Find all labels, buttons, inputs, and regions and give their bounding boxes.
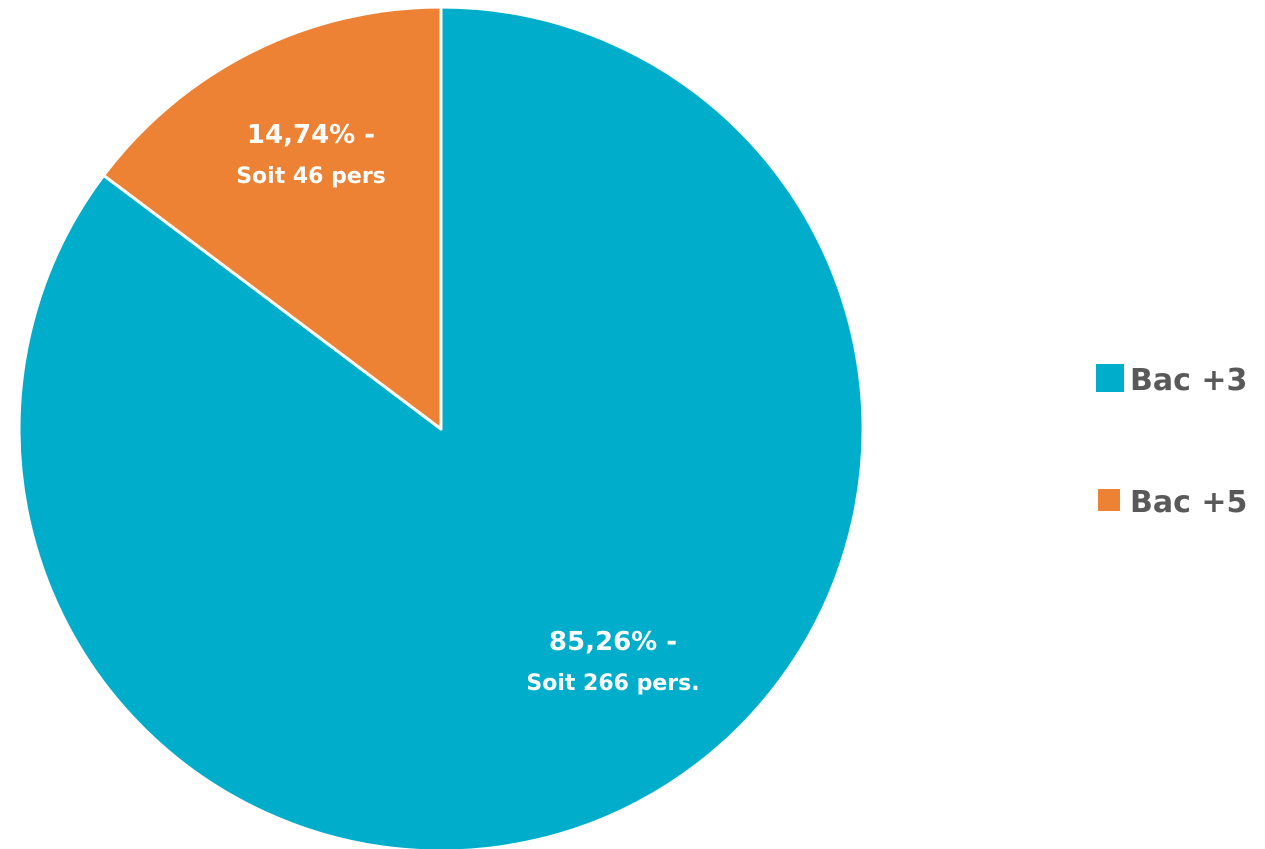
pie-slices — [17, 5, 865, 849]
legend-swatch — [1098, 489, 1120, 511]
pie-slice-bac-3 — [17, 5, 865, 849]
slice-label-count: Soit 46 pers — [236, 164, 386, 189]
pie-slice-bac-5 — [102, 5, 443, 431]
legend-label: Bac +5 — [1130, 485, 1247, 520]
slice-label-count: Soit 266 pers. — [526, 671, 699, 696]
legend-label: Bac +3 — [1130, 363, 1247, 398]
legend-item: Bac +3 — [1096, 363, 1247, 398]
slice-label: 85,26% - Soit 266 pers. — [526, 627, 699, 696]
legend-swatch — [1096, 364, 1124, 392]
slice-label: 14,74% - Soit 46 pers — [236, 120, 386, 189]
slice-label-percent: 14,74% - — [247, 120, 375, 150]
slice-label-percent: 85,26% - — [549, 627, 677, 657]
chart-legend: Bac +3 Bac +5 — [1096, 363, 1247, 520]
legend-item: Bac +5 — [1098, 485, 1247, 520]
slice-labels: 85,26% - Soit 266 pers. 14,74% - Soit 46 pe… — [236, 120, 699, 696]
